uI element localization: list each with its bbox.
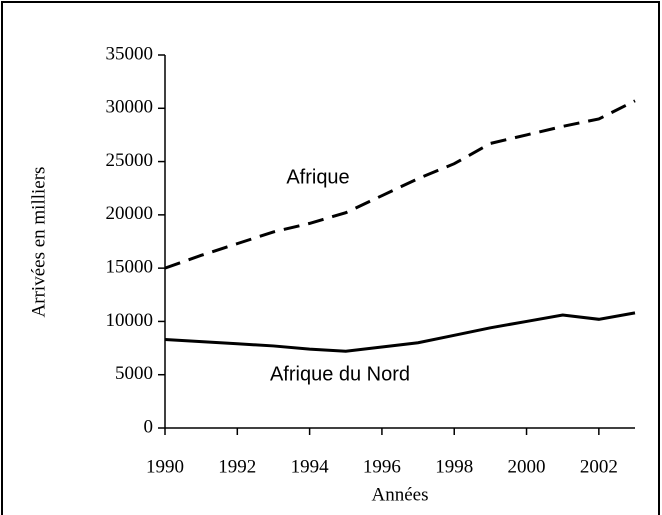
x-tick-label: 2000 xyxy=(508,456,546,477)
x-tick-label: 1990 xyxy=(146,456,184,477)
y-tick-label: 5000 xyxy=(115,363,153,384)
x-tick-label: 2002 xyxy=(580,456,618,477)
series-label: Afrique du Nord xyxy=(270,363,410,385)
y-tick-label: 15000 xyxy=(106,257,154,278)
x-tick-label: 1992 xyxy=(218,456,256,477)
x-tick-label: 1994 xyxy=(291,456,330,477)
y-tick-label: 0 xyxy=(144,416,154,437)
y-tick-label: 10000 xyxy=(106,310,154,331)
x-tick-label: 1998 xyxy=(435,456,473,477)
y-tick-label: 35000 xyxy=(106,43,154,64)
series-line xyxy=(164,99,636,270)
y-axis-label: Arrivées en milliers xyxy=(28,167,49,318)
series-label: Afrique xyxy=(286,166,349,188)
y-tick-label: 30000 xyxy=(106,97,154,118)
x-tick-label: 1996 xyxy=(363,456,401,477)
y-tick-label: 20000 xyxy=(106,203,154,224)
x-axis-label: Années xyxy=(372,484,429,505)
y-tick-label: 25000 xyxy=(106,150,154,171)
series-line xyxy=(164,311,636,353)
